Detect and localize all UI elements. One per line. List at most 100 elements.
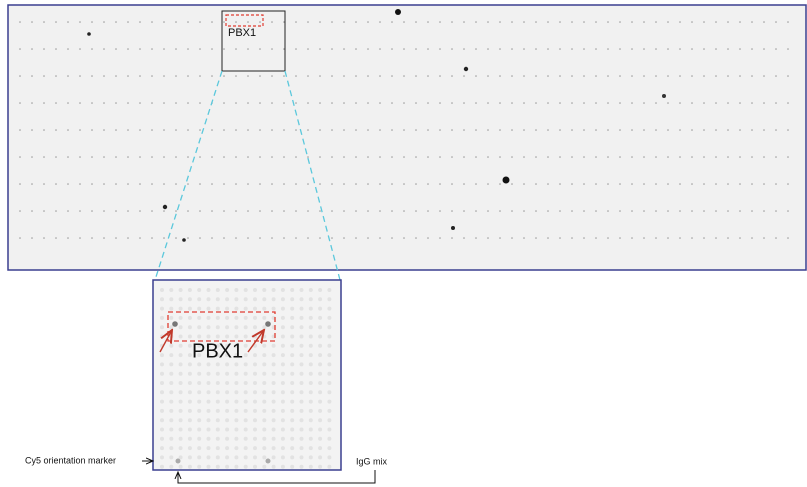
array-spot [197, 464, 202, 469]
array-spot [169, 343, 174, 348]
array-spot [775, 210, 777, 212]
array-spot [247, 210, 249, 212]
array-spot [643, 75, 645, 77]
array-spot [103, 102, 105, 104]
array-spot [475, 129, 477, 131]
array-spot [243, 455, 248, 460]
marker-spot [175, 458, 181, 464]
array-spot [475, 21, 477, 23]
array-spot [215, 297, 220, 302]
array-spot [547, 21, 549, 23]
array-spot [308, 408, 313, 413]
dust-spot [463, 66, 469, 72]
array-spot [187, 343, 192, 348]
array-spot [290, 381, 295, 385]
array-spot [763, 183, 765, 185]
zoom-connector [284, 70, 341, 281]
array-spot [206, 381, 211, 385]
array-spot [715, 102, 717, 104]
array-spot [139, 129, 141, 131]
array-spot [619, 237, 621, 239]
array-spot [619, 183, 621, 185]
array-spot [253, 418, 257, 423]
array-spot [259, 183, 261, 185]
array-spot [253, 446, 257, 451]
array-spot [262, 464, 267, 469]
array-spot [327, 446, 332, 451]
array-spot [319, 75, 321, 77]
array-spot [607, 183, 609, 185]
array-spot [308, 371, 313, 376]
array-spot [318, 381, 323, 385]
array-spot [151, 75, 153, 77]
array-spot [169, 288, 174, 292]
array-spot [262, 325, 267, 330]
array-spot [79, 156, 81, 158]
pointer-arrow [159, 330, 172, 353]
array-spot [215, 427, 220, 432]
array-spot [225, 418, 230, 423]
array-spot [451, 210, 453, 212]
array-spot [739, 183, 741, 185]
array-spot [299, 399, 304, 404]
array-spot [679, 75, 681, 77]
array-spot [559, 75, 561, 77]
array-spot [115, 237, 117, 239]
array-spot [234, 381, 239, 385]
array-spot [271, 399, 276, 404]
array-spot [127, 210, 129, 212]
array-spot [271, 210, 273, 212]
array-spot [262, 306, 267, 311]
array-spot [169, 436, 174, 441]
array-spot [619, 102, 621, 104]
array-spot [751, 48, 753, 50]
array-spot [67, 237, 69, 239]
array-spot [403, 129, 405, 131]
array-spot [43, 102, 45, 104]
array-spot [139, 210, 141, 212]
array-spot [262, 297, 267, 302]
array-spot [243, 381, 248, 385]
highlight-box [225, 14, 264, 27]
array-spot [215, 315, 220, 320]
array-spot [271, 156, 273, 158]
array-spot [327, 418, 332, 423]
array-spot [763, 48, 765, 50]
array-spot [739, 129, 741, 131]
array-spot [187, 183, 189, 185]
array-spot [535, 48, 537, 50]
array-spot [280, 362, 285, 367]
array-spot [79, 102, 81, 104]
array-spot [215, 399, 220, 404]
array-spot [619, 156, 621, 158]
array-spot [234, 436, 239, 441]
array-spot [234, 446, 239, 451]
array-spot [262, 418, 267, 423]
array-spot [235, 102, 237, 104]
array-spot [583, 129, 585, 131]
array-spot [215, 362, 220, 367]
array-spot [318, 343, 323, 348]
array-spot [215, 371, 220, 376]
array-spot [327, 427, 332, 432]
array-spot [391, 21, 393, 23]
array-spot [691, 48, 693, 50]
array-spot [79, 21, 81, 23]
array-spot [655, 210, 657, 212]
array-spot [727, 21, 729, 23]
array-spot [235, 48, 237, 50]
array-spot [535, 129, 537, 131]
array-spot [355, 183, 357, 185]
array-spot [290, 436, 295, 441]
array-spot [427, 156, 429, 158]
array-spot [583, 102, 585, 104]
array-spot [234, 399, 239, 404]
array-spot [367, 237, 369, 239]
array-spot [253, 455, 257, 460]
array-spot [775, 21, 777, 23]
array-spot [463, 237, 465, 239]
array-spot [751, 156, 753, 158]
array-spot [115, 183, 117, 185]
array-spot [775, 102, 777, 104]
array-spot [247, 48, 249, 50]
